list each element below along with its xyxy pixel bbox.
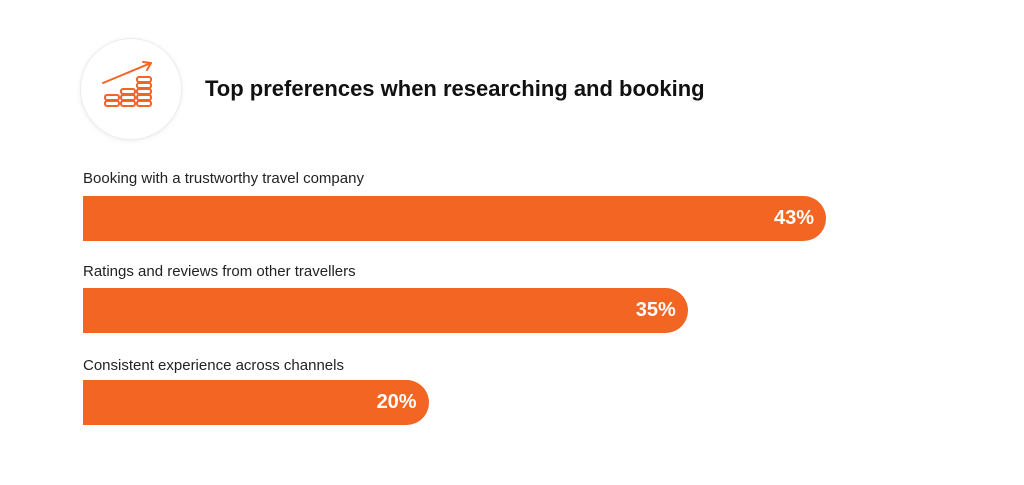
bar-value-label: 43%	[774, 207, 815, 229]
bar: 20%	[83, 380, 429, 425]
category-label: Consistent experience across channels	[83, 357, 344, 374]
bar: 35%	[83, 288, 688, 333]
bar: 43%	[83, 196, 827, 241]
chart-title: Top preferences when researching and boo…	[205, 76, 705, 101]
header-icon-circle	[81, 39, 181, 139]
bar-value-label: 35%	[635, 299, 676, 321]
bar-value-label: 20%	[376, 391, 417, 413]
category-label: Booking with a trustworthy travel compan…	[83, 170, 364, 187]
growth-chart-coins-icon	[102, 61, 152, 107]
category-label: Ratings and reviews from other traveller…	[83, 263, 356, 280]
